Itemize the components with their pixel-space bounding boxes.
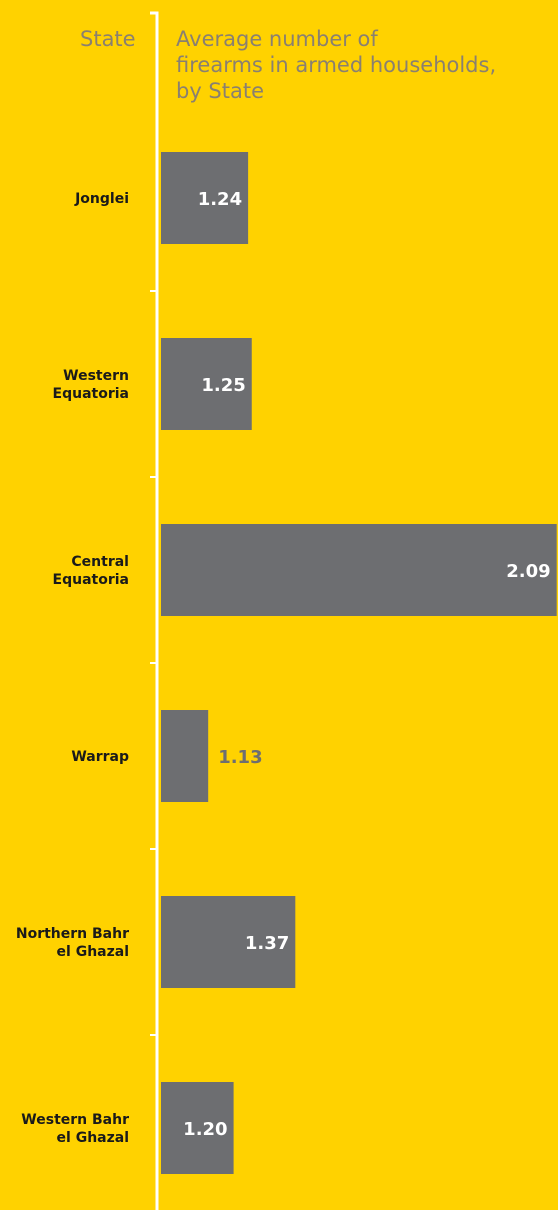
- category-label-3-0: Warrap: [71, 749, 129, 765]
- value-label-5: 1.20: [183, 1119, 227, 1140]
- category-label-2-0: Central: [71, 554, 129, 570]
- bar-5: [161, 1082, 234, 1174]
- value-label-2: 2.09: [506, 561, 550, 582]
- value-label-4: 1.37: [245, 933, 289, 954]
- category-label-4-0: Northern Bahr: [16, 926, 129, 942]
- category-axis-line: [150, 11, 159, 1210]
- bar-3: [161, 710, 209, 802]
- chart-title-line-1: Average number of: [176, 27, 378, 51]
- category-label-5-1: el Ghazal: [57, 1130, 129, 1146]
- category-label-5-0: Western Bahr: [21, 1112, 129, 1128]
- chart-title-line-2: firearms in armed households,: [176, 53, 497, 77]
- value-label-3: 1.13: [218, 747, 262, 768]
- value-label-1: 1.25: [201, 375, 245, 396]
- chart-title: Average number of firearms in armed hous…: [176, 26, 546, 104]
- bar-1: [161, 338, 252, 430]
- value-label-0: 1.24: [198, 189, 242, 210]
- category-label-1-0: Western: [63, 368, 129, 384]
- category-label-2-1: Equatoria: [53, 572, 129, 588]
- bar-4: [161, 896, 296, 988]
- chart-title-line-3: by State: [176, 79, 265, 103]
- category-label-0-0: Jonglei: [74, 191, 129, 207]
- category-label-1-1: Equatoria: [53, 386, 129, 402]
- bar-0: [161, 152, 249, 244]
- category-label-4-1: el Ghazal: [57, 944, 129, 960]
- bar-2: [161, 524, 557, 616]
- category-axis-heading: State: [80, 27, 136, 51]
